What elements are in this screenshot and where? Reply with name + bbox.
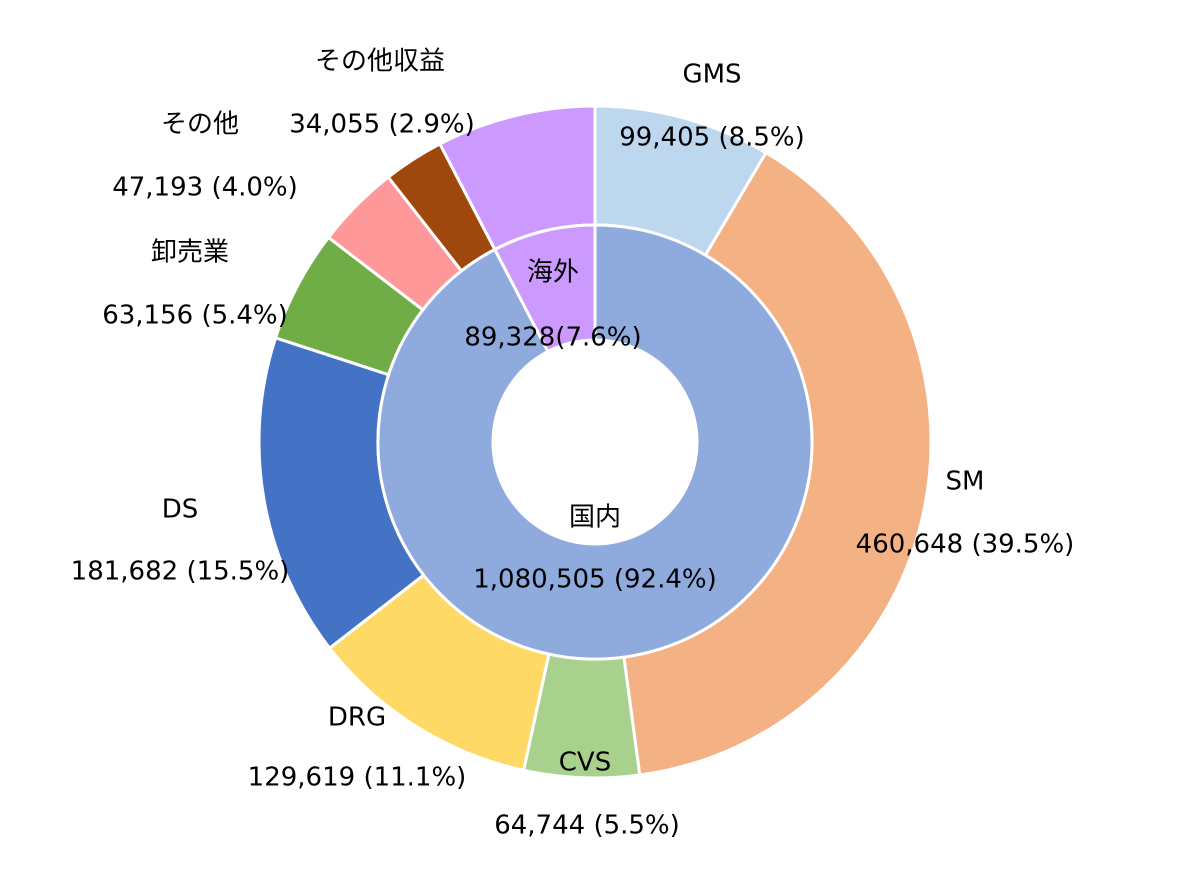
slice-value-label: 129,619 (11.1%) — [248, 763, 467, 793]
inner-slice-1 — [492, 223, 597, 354]
outer-ring — [257, 104, 933, 780]
slice-value-label: 63,156 (5.4%) — [102, 301, 288, 331]
slice-label: その他収益 — [315, 47, 445, 77]
slice-value-label: 64,744 (5.5%) — [494, 811, 680, 841]
slice-value-label: 181,682 (15.5%) — [71, 557, 290, 587]
slice-value-label: 460,648 (39.5%) — [856, 530, 1075, 560]
slice-label: その他 — [161, 110, 239, 140]
slice-label: 国内 — [569, 503, 621, 533]
slice-label: 卸売業 — [151, 238, 229, 268]
slice-value-label: 47,193 (4.0%) — [112, 173, 298, 203]
slice-label: DS — [162, 495, 199, 525]
slice-label: CVS — [559, 748, 611, 778]
slice-label: GMS — [682, 60, 741, 90]
slice-value-label: 99,405 (8.5%) — [619, 123, 805, 153]
labels: GMS 99,405 (8.5%) SM 460,648 (39.5%) CVS 64,7… — [71, 47, 1075, 841]
inner-slice-0 — [376, 223, 814, 661]
inner-ring — [376, 223, 814, 661]
slice-label: SM — [946, 467, 985, 497]
slice-label: DRG — [328, 703, 386, 733]
slice-value-label: 89,328(7.6%) — [464, 323, 641, 353]
slice-label: 海外 — [527, 258, 579, 288]
slice-value-label: 34,055 (2.9%) — [289, 110, 475, 140]
slice-value-label: 1,080,505 (92.4%) — [473, 565, 716, 595]
